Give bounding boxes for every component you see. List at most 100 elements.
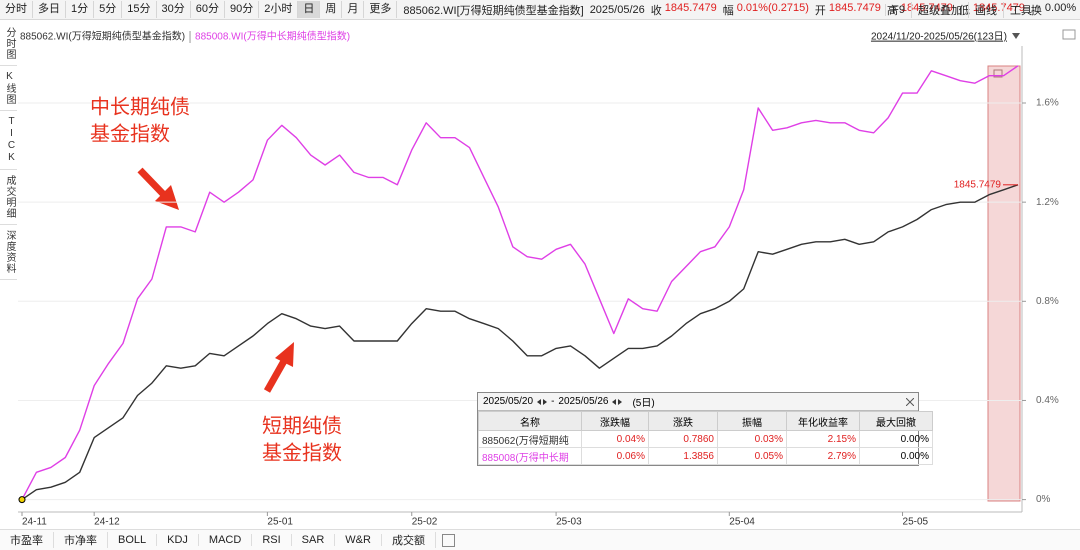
stats-popup: 2025/05/20 - 2025/05/26 (5日) 名称 涨跌幅 涨跌 振幅 年化… <box>477 392 933 466</box>
sidebar: 分时图 K线图 TICK 成交明细 深度资料 <box>0 22 17 280</box>
indicator-tab[interactable]: BOLL <box>108 534 158 546</box>
header-row: 名称 涨跌幅 涨跌 振幅 年化收益率 最大回撤 <box>478 411 933 431</box>
tool-button[interactable]: 画线 <box>968 1 1003 18</box>
table-cell: 0.03% <box>717 430 787 448</box>
security-name: 885062.WI[万得短期纯债型基金指数] <box>403 4 584 17</box>
period-tab[interactable]: 周 <box>320 1 343 18</box>
period-tab[interactable]: 月 <box>342 1 365 18</box>
period-tab[interactable]: 90分 <box>225 1 260 18</box>
side-tab[interactable]: 分时图 <box>0 22 17 66</box>
dropdown-icon[interactable] <box>1012 33 1020 39</box>
tool-button[interactable]: F9 <box>885 3 911 16</box>
indicator-tab[interactable]: 市盈率 <box>0 532 54 548</box>
stats-table: 名称 涨跌幅 涨跌 振幅 年化收益率 最大回撤 885062(万得短期纯 0.04% 0.786… <box>478 411 933 465</box>
range-icon[interactable] <box>993 69 1003 78</box>
series-line <box>21 184 1019 501</box>
table-cell: 885062(万得短期纯 <box>478 430 582 448</box>
last-value-label: 1845.7479 <box>954 179 1002 190</box>
period-tab[interactable]: 多日 <box>33 1 66 18</box>
start-date[interactable]: 2025/05/20 <box>483 396 534 407</box>
indicator-tab[interactable]: SAR <box>292 534 336 546</box>
quote-label: 低 <box>958 4 970 17</box>
arrow-shaft <box>263 359 288 393</box>
quote-label: 幅 <box>722 4 734 17</box>
arrow-long <box>137 167 179 210</box>
x-tick-label: 25-01 <box>267 517 293 528</box>
annotation: 短期纯债 <box>262 414 342 437</box>
tool-button[interactable]: 超级叠加 <box>911 1 968 18</box>
table-row: 885062(万得短期纯 0.04% 0.7860 0.03% 2.15% 0.00% <box>478 430 933 448</box>
indicator-tab[interactable]: W&R <box>335 534 382 546</box>
logo-icon[interactable] <box>1062 29 1076 40</box>
period-tab[interactable]: 60分 <box>191 1 225 18</box>
series-line <box>21 65 1019 500</box>
table-cell: 0.00% <box>859 430 933 448</box>
tools: F9 超级叠加 画线 工具 <box>885 0 1038 19</box>
x-tick-label: 25-02 <box>412 517 438 528</box>
side-tab[interactable]: K线图 <box>0 66 17 111</box>
quote-value: 1845.7479 <box>828 1 881 14</box>
period-tab[interactable]: 2小时 <box>259 1 299 18</box>
indicator-tab[interactable]: KDJ <box>157 534 199 546</box>
quote-label: 收 <box>650 4 662 17</box>
close-button[interactable] <box>906 397 914 406</box>
arrow-head <box>275 342 294 367</box>
quote-value: 1845.7479 <box>664 1 717 14</box>
x-tick-label: 24-11 <box>22 517 47 528</box>
quote-label: 开 <box>814 4 826 17</box>
period-tab[interactable]: 5分 <box>94 1 123 18</box>
x-tick-label: 25-04 <box>729 517 755 528</box>
period-tab[interactable]: 1分 <box>66 1 95 18</box>
table-cell: 2.15% <box>786 430 860 448</box>
period-tab[interactable]: 30分 <box>157 1 191 18</box>
indicator-tab[interactable]: RSI <box>252 534 292 546</box>
table-cell: 0.7860 <box>648 430 718 448</box>
tool-button[interactable]: 工具 <box>1003 1 1038 18</box>
toolbar: 分时 多日 1分 5分 15分 30分 60分 90分 2小时日周月更多 885062.WI[万… <box>0 0 1080 20</box>
period-tab[interactable]: 日 <box>298 1 321 18</box>
y-tick-label: 1.6% <box>1036 98 1059 109</box>
table-cell: 0.05% <box>717 447 787 465</box>
indicator-tab[interactable]: 市净率 <box>54 532 108 548</box>
table-cell: 2.79% <box>786 447 860 465</box>
period-tab[interactable]: 15分 <box>122 1 157 18</box>
y-tick-label: 0.4% <box>1036 395 1059 406</box>
y-tick-label: 0.8% <box>1036 296 1059 307</box>
table-cell: 0.04% <box>581 430 649 448</box>
start-marker <box>18 496 26 504</box>
quote-value: 1845.7479 <box>972 1 1025 14</box>
date-stepper[interactable] <box>537 398 548 406</box>
annotation: 中长期纯债 <box>90 95 190 118</box>
quote-value: 0.00% <box>1044 1 1077 14</box>
legend-entry: 885062.WI(万得短期纯债型基金指数) <box>20 30 185 43</box>
column-header: 涨跌幅 <box>581 411 649 431</box>
quote: 收 1845.7479 幅 0.01%(0.2715) 开 1845.7479 高 1845.… <box>645 2 1080 18</box>
period-tab[interactable]: 分时 <box>0 1 33 18</box>
indicator-tab[interactable]: 成交额 <box>382 532 436 548</box>
period-tab[interactable]: 更多 <box>364 1 398 18</box>
table-body: 885062(万得短期纯 0.04% 0.7860 0.03% 2.15% 0.00% 88… <box>478 430 933 465</box>
end-date[interactable]: 2025/05/26 <box>558 396 609 407</box>
date-stepper[interactable] <box>612 398 623 406</box>
add-tab-button[interactable] <box>441 533 455 547</box>
x-tick-label: 25-03 <box>556 517 582 528</box>
range-separator: - <box>551 396 555 407</box>
table-row: 885008(万得中长期 0.06% 1.3856 0.05% 2.79% 0.00% <box>478 447 933 465</box>
quote-date: 2025/05/26 <box>589 3 645 16</box>
arrow-head <box>155 185 179 210</box>
side-tab[interactable]: TICK <box>0 111 17 170</box>
table-cell: 885008(万得中长期 <box>478 447 582 465</box>
column-header: 年化收益率 <box>786 411 860 431</box>
indicator-tab[interactable]: MACD <box>199 534 253 546</box>
arrow-shaft <box>137 167 169 200</box>
selected-range[interactable] <box>987 65 1021 502</box>
day-count: (5日) <box>632 398 655 409</box>
side-tab[interactable]: 成交明细 <box>0 170 17 225</box>
quote-value: 1845.7479 <box>900 1 953 14</box>
side-tab[interactable]: 深度资料 <box>0 225 17 280</box>
quote-label: 高 <box>886 4 898 17</box>
